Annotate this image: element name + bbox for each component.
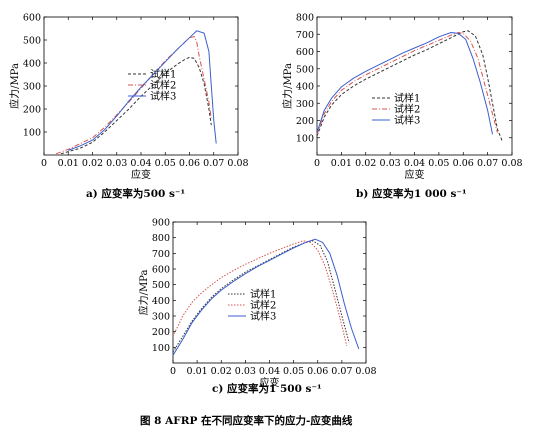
panel-a-ytick-label: 300 (23, 82, 41, 93)
panel-b-legend-label-3: 试样3 (394, 114, 420, 127)
panel-c-ytick-label: 500 (152, 280, 170, 291)
panel-b-ytick-label: 400 (296, 82, 314, 93)
panel-c-ytick-label: 300 (152, 312, 170, 323)
panel-a-xtick-label: 0.06 (179, 158, 200, 169)
panel-a-xlabel: 应变 (131, 168, 151, 181)
panel-c-ytick-label: 200 (152, 327, 170, 338)
panel-b-series-1-line (316, 30, 503, 142)
panel-b-xtick-label: 0 (314, 158, 320, 169)
panel-b-xtick-label: 0.05 (428, 158, 449, 169)
panel-b-frame (316, 16, 513, 156)
panel-a-xtick-label: 0.03 (106, 158, 127, 169)
panel-c-ytick-label: 800 (152, 233, 170, 244)
panel-a-xtick-label: 0 (41, 158, 47, 169)
panel-a-ytick-label: 400 (23, 59, 41, 70)
panel-b-xtick-label: 0.04 (404, 158, 425, 169)
panel-b-xtick-label: 0.07 (477, 158, 498, 169)
panel-b-legend-label-2: 试样2 (394, 103, 420, 116)
panel-c-xtick-label: 0.08 (355, 366, 376, 377)
panel-b-caption: b) 应变率为1 000 s⁻¹ (356, 188, 467, 200)
panel-c-ytick-label: 900 (152, 218, 170, 229)
panel-b-legend-label-1: 试样1 (394, 92, 420, 105)
panel-a-series-3-line (68, 30, 217, 151)
panel-b-xtick-label: 0.06 (453, 158, 474, 169)
panel-a-ytick-label: 100 (23, 128, 41, 139)
panel-c-legend-label-1: 试样1 (250, 288, 276, 301)
panel-a-ylabel: 应力/MPa (8, 63, 21, 109)
panel-c-legend-label-2: 试样2 (250, 299, 276, 312)
panel-c-xtick-label: 0.06 (307, 366, 328, 377)
panel-a-xtick-label: 0.02 (82, 158, 103, 169)
panel-c-caption: c) 应变率为1 500 s⁻¹ (212, 383, 322, 395)
panel-c-xtick-label: 0 (170, 366, 176, 377)
panel-c-xtick-label: 0.04 (259, 366, 280, 377)
panel-a-caption: a) 应变率为500 s⁻¹ (86, 188, 186, 200)
panel-b-xlabel: 应变 (405, 168, 425, 181)
panel-c-ytick-label: 600 (152, 265, 170, 276)
panel-a-series-1-line (60, 56, 212, 155)
panel-b-xtick-label: 0.03 (380, 158, 401, 169)
panel-b-ytick-label: 600 (296, 47, 314, 58)
panel-c-xtick-label: 0.05 (283, 366, 304, 377)
panel-c-ytick-label: 400 (152, 296, 170, 307)
panel-b-series-2-line (316, 32, 498, 135)
panel-a-xtick-label: 0.08 (227, 158, 248, 169)
panel-a-ytick-label: 600 (23, 13, 41, 24)
panel-a-legend-label-2: 试样2 (150, 79, 176, 92)
panel-c-xlabel: 应变 (260, 376, 280, 389)
panel-b-ytick-label: 800 (296, 13, 314, 24)
panel-a-frame (43, 16, 239, 156)
panel-a-ytick-label: 200 (23, 105, 41, 116)
panel-b-xtick-label: 0.08 (501, 158, 522, 169)
panel-b-ytick-label: 100 (296, 133, 314, 144)
panel-a-legend-label-3: 试样3 (150, 90, 176, 103)
panel-a-xtick-label: 0.01 (58, 158, 79, 169)
panel-a-ytick-label: 500 (23, 36, 41, 47)
panel-b-series-3-line (316, 32, 493, 135)
panel-b-xtick-label: 0.01 (331, 158, 352, 169)
panel-c-xtick-label: 0.03 (235, 366, 256, 377)
panel-c-legend-label-3: 试样3 (250, 310, 276, 323)
panel-b-ylabel: 应力/MPa (281, 63, 294, 109)
panel-c-xtick-label: 0.02 (211, 366, 232, 377)
panel-b-ytick-label: 300 (296, 99, 314, 110)
panel-b-xtick-label: 0.02 (355, 158, 376, 169)
panel-c-ylabel: 应力/MPa (137, 270, 150, 316)
panel-c-xtick-label: 0.01 (187, 366, 208, 377)
panel-c-series-3-line (172, 238, 360, 356)
panel-a-xtick-label: 0.04 (130, 158, 151, 169)
panel-b-ytick-label: 500 (296, 64, 314, 75)
panel-a-series-2-line (55, 36, 212, 155)
panel-b-ytick-label: 200 (296, 116, 314, 127)
panel-a-xtick-label: 0.05 (155, 158, 176, 169)
panel-a-xtick-label: 0.07 (203, 158, 224, 169)
panel-b-ytick-label: 700 (296, 30, 314, 41)
panel-c-ytick-label: 700 (152, 249, 170, 260)
figure-caption: 图 8 AFRP 在不同应变率下的应力-应变曲线 (140, 415, 353, 427)
panel-c-xtick-label: 0.07 (331, 366, 352, 377)
panel-c-ytick-label: 100 (152, 343, 170, 354)
